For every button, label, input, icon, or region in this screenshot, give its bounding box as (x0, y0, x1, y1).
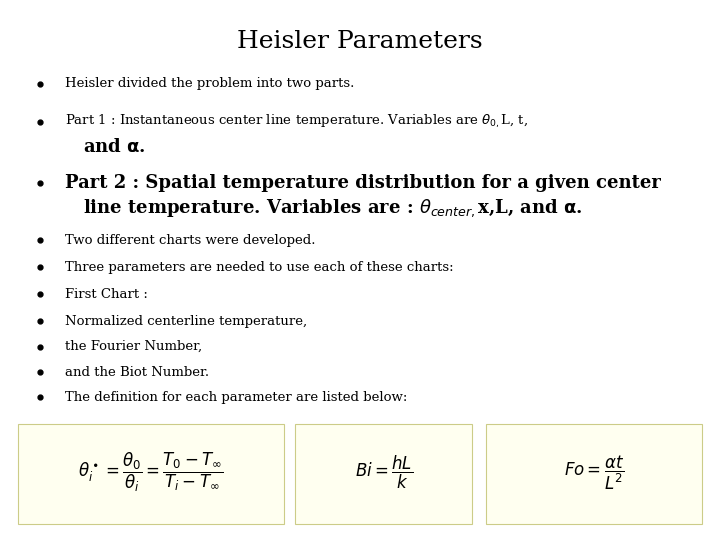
Text: Three parameters are needed to use each of these charts:: Three parameters are needed to use each … (65, 261, 454, 274)
Text: Heisler Parameters: Heisler Parameters (237, 30, 483, 53)
Text: and the Biot Number.: and the Biot Number. (65, 366, 209, 379)
Text: $Bi = \dfrac{hL}{k}$: $Bi = \dfrac{hL}{k}$ (355, 454, 413, 491)
Text: Part 2 : Spatial temperature distribution for a given center: Part 2 : Spatial temperature distributio… (65, 173, 661, 192)
Text: First Chart :: First Chart : (65, 288, 148, 301)
Text: line temperature. Variables are : $\theta_{center,}$x,L, and $\mathbf{\alpha}$.: line temperature. Variables are : $\thet… (83, 197, 582, 219)
Text: Two different charts were developed.: Two different charts were developed. (65, 234, 315, 247)
FancyBboxPatch shape (486, 424, 702, 524)
Text: $Fo = \dfrac{\alpha t}{L^2}$: $Fo = \dfrac{\alpha t}{L^2}$ (564, 454, 624, 491)
Text: The definition for each parameter are listed below:: The definition for each parameter are li… (65, 391, 408, 404)
Text: $\theta_i^\bullet = \dfrac{\theta_0}{\theta_i} = \dfrac{T_0 - T_\infty}{T_i - T_: $\theta_i^\bullet = \dfrac{\theta_0}{\th… (78, 451, 224, 494)
Text: Part 1 : Instantaneous center line temperature. Variables are $\theta_{0,}$L, t,: Part 1 : Instantaneous center line tempe… (65, 113, 528, 130)
FancyBboxPatch shape (295, 424, 472, 524)
Text: Heisler divided the problem into two parts.: Heisler divided the problem into two par… (65, 77, 354, 90)
Text: Normalized centerline temperature,: Normalized centerline temperature, (65, 315, 307, 328)
Text: and $\mathbf{\alpha}$.: and $\mathbf{\alpha}$. (83, 138, 145, 156)
FancyBboxPatch shape (18, 424, 284, 524)
Text: the Fourier Number,: the Fourier Number, (65, 340, 202, 353)
